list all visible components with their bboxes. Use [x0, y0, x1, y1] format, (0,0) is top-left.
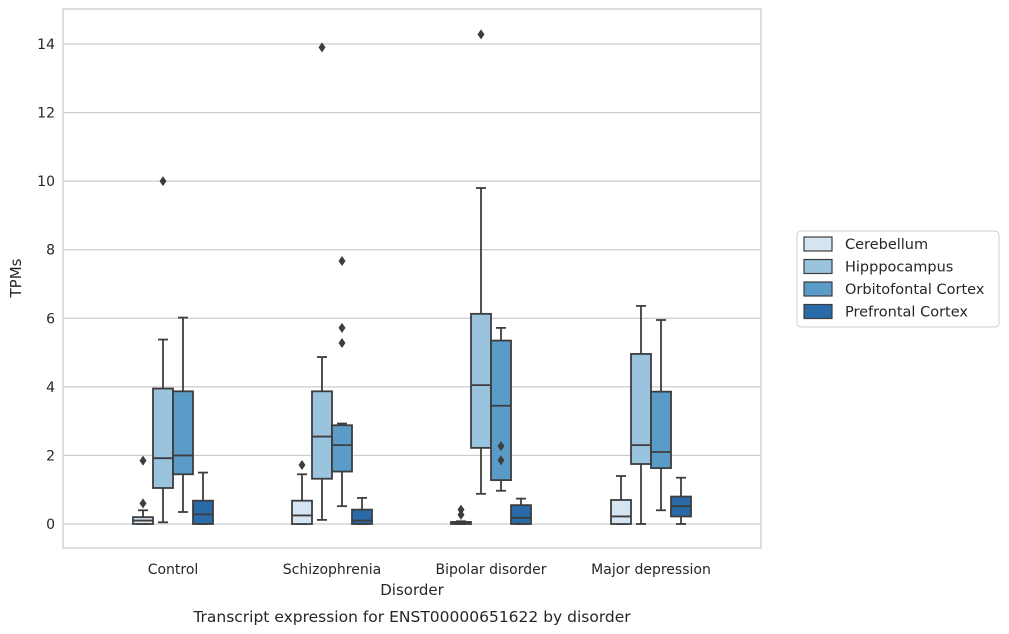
x-tick-labels: Control Schizophrenia Bipolar disorder Majo…: [148, 562, 711, 578]
y-axis-title: TPMs: [7, 258, 25, 298]
legend-frame: [796, 230, 1000, 328]
box-body: [650, 390, 672, 470]
legend-label: Hipppocampus: [845, 260, 953, 276]
box: [291, 460, 313, 525]
box-body: [490, 339, 512, 482]
outlier-point: [159, 176, 167, 187]
y-tick-label: 14: [37, 37, 55, 53]
y-tick-label: 8: [46, 243, 55, 259]
legend-swatch: [803, 258, 833, 275]
x-axis-title: Disorder: [380, 581, 444, 599]
box: [450, 504, 472, 525]
box: [510, 497, 532, 525]
box-body: [470, 312, 492, 449]
legend-label: Cerebellum: [845, 237, 928, 253]
box-series: [132, 29, 692, 525]
outlier-point: [477, 29, 485, 40]
outlier-point: [338, 337, 346, 348]
outlier-point: [338, 256, 346, 267]
legend-swatch: [803, 236, 833, 252]
box-body: [291, 499, 313, 525]
legend: Cerebellum Hipppocampus Orbitofontal Corte…: [796, 230, 1000, 328]
box: [351, 497, 373, 525]
box: [172, 316, 194, 513]
x-tick-label: Bipolar disorder: [435, 562, 546, 578]
legend-label: Prefrontal Cortex: [845, 305, 968, 321]
box-body: [331, 424, 353, 473]
x-tick-label: Control: [148, 562, 199, 578]
outlier-point: [139, 455, 147, 466]
y-tick-label: 10: [37, 174, 55, 190]
box: [311, 42, 333, 521]
y-tick-label: 0: [46, 517, 55, 533]
legend-swatch: [803, 281, 833, 297]
outlier-point: [318, 42, 326, 53]
y-tick-label: 4: [46, 380, 55, 396]
box-body: [152, 387, 174, 489]
y-tick-label: 2: [46, 448, 55, 464]
box-body: [610, 499, 632, 525]
y-tick-label: 12: [37, 106, 55, 122]
box: [650, 319, 672, 512]
box: [490, 326, 512, 492]
x-tick-label: Major depression: [591, 562, 711, 578]
box: [610, 475, 632, 525]
box-body: [192, 499, 214, 525]
box: [132, 455, 154, 525]
box-body: [311, 390, 333, 480]
outlier-point: [457, 504, 465, 515]
outlier-point: [298, 460, 306, 471]
outlier-point: [139, 498, 147, 509]
box: [670, 476, 692, 525]
chart-caption: Transcript expression for ENST0000065162…: [192, 608, 631, 626]
box-body: [630, 353, 652, 465]
plot-frame: [62, 8, 762, 549]
y-tick-label: 6: [46, 311, 55, 327]
legend-label: Orbitofontal Cortex: [845, 282, 985, 298]
outlier-point: [497, 455, 505, 466]
y-tick-labels: 0 2 4 6 8 10 12 14: [37, 37, 55, 533]
outlier-point: [338, 322, 346, 333]
box: [630, 305, 652, 525]
legend-swatch: [803, 303, 833, 320]
x-tick-label: Schizophrenia: [283, 562, 381, 578]
box: [331, 256, 353, 508]
box-body: [510, 504, 532, 525]
box-body: [351, 508, 373, 525]
outlier-point: [457, 509, 465, 520]
box-body: [172, 390, 194, 476]
box: [192, 471, 214, 525]
outlier-point: [497, 441, 505, 452]
